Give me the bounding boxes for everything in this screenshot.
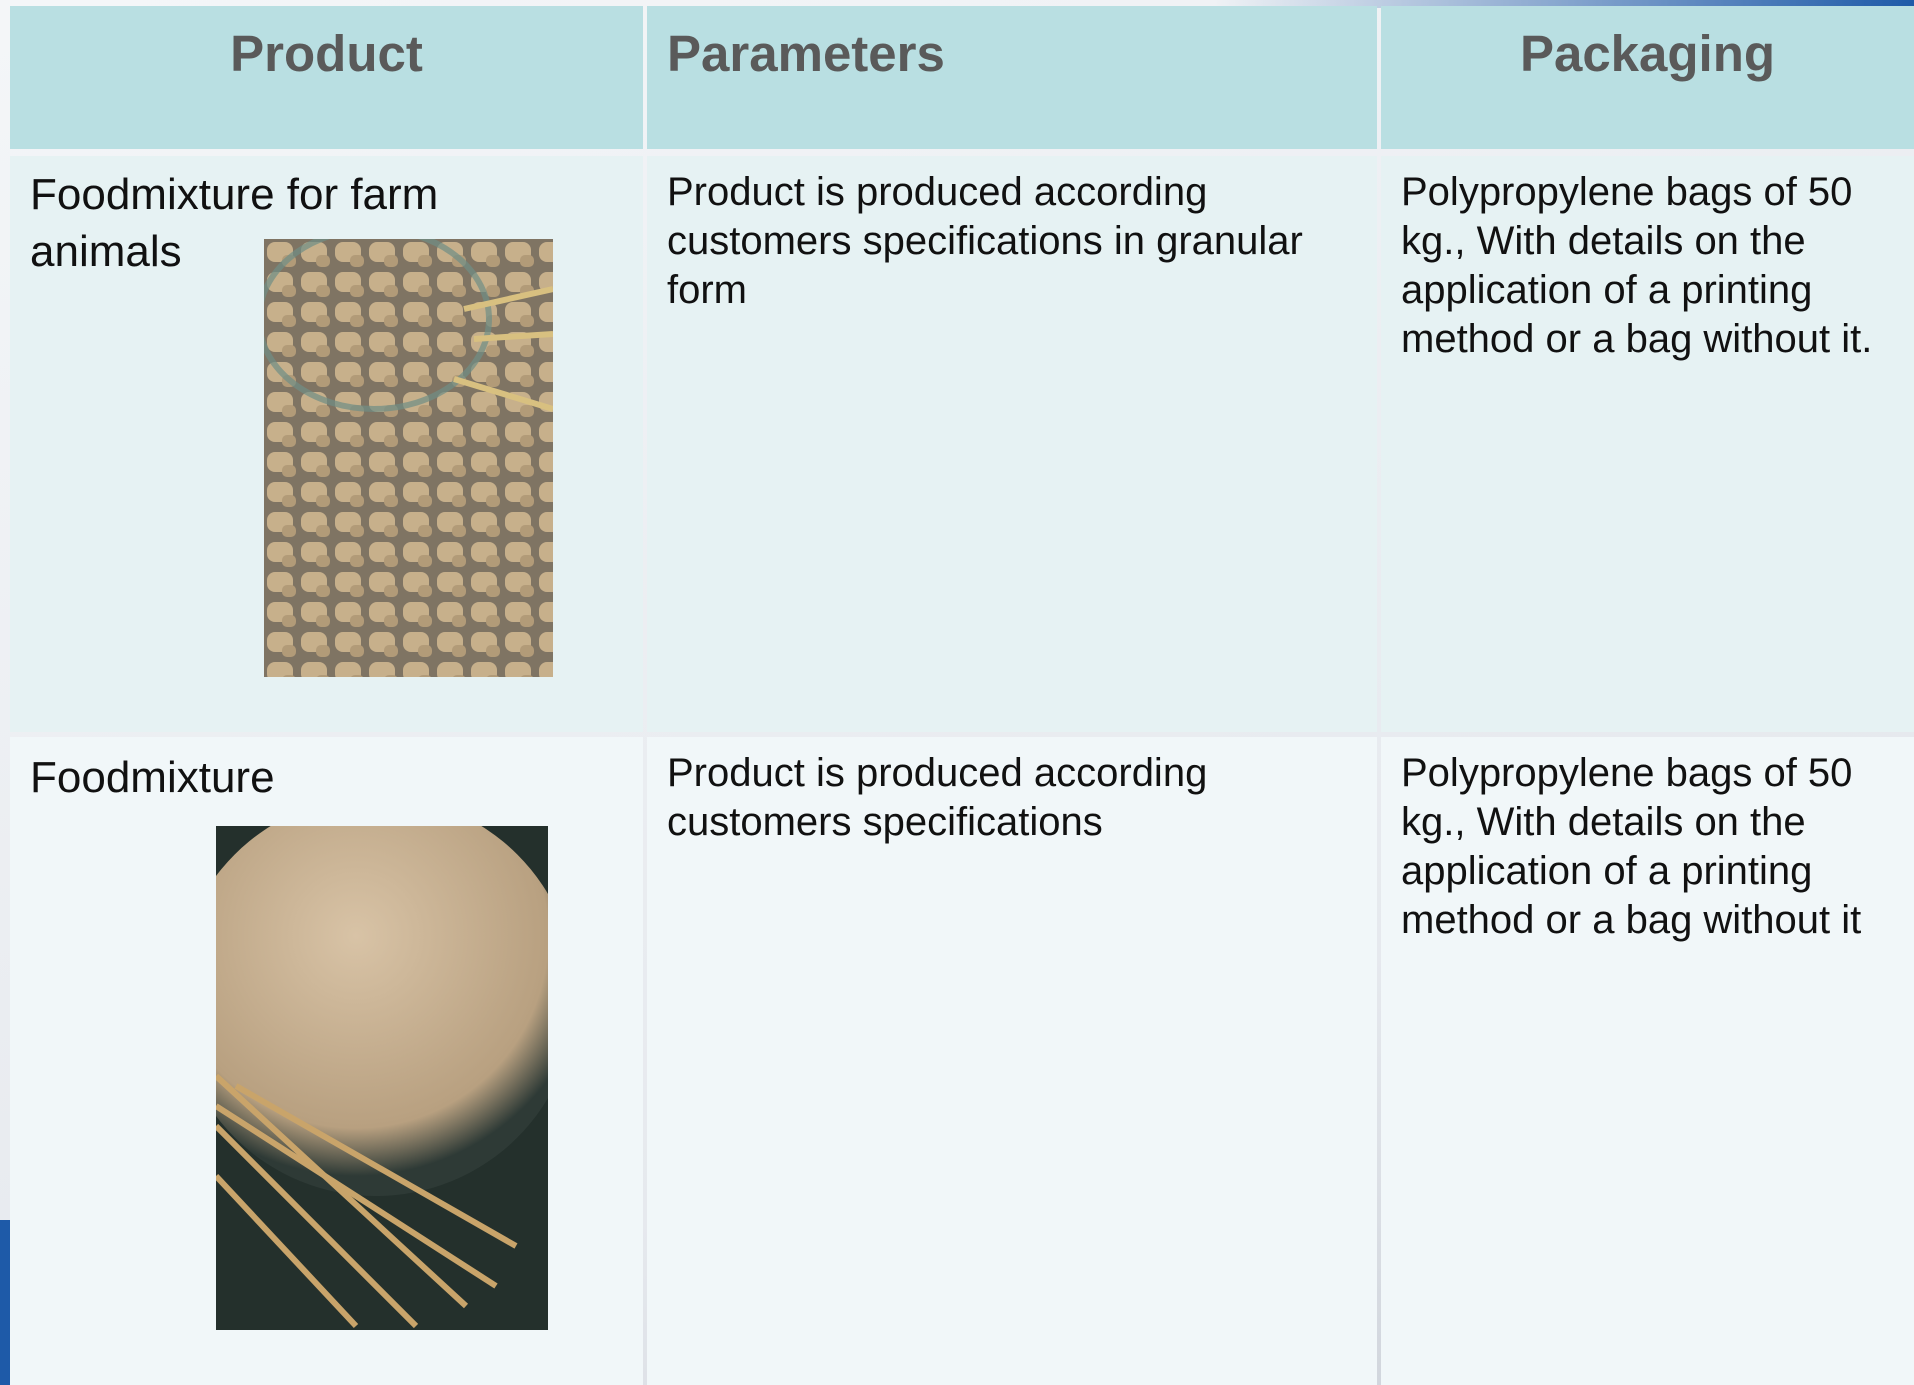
table-cell: Polypropylene bags of 50 kg., With detai…	[1381, 156, 1914, 732]
header-cell: Product	[10, 6, 643, 149]
table-cell: Polypropylene bags of 50 kg., With detai…	[1381, 737, 1914, 1385]
decoration	[1214, 0, 1914, 8]
cell-text: Foodmixture for farm animals	[30, 170, 439, 276]
table-cell: Product is produced according customers …	[647, 737, 1377, 1385]
pellets-image	[264, 239, 553, 677]
header-cell: Parameters	[647, 6, 1377, 149]
header-cell: Packaging	[1381, 6, 1914, 149]
decoration	[0, 1220, 12, 1385]
meal-image	[216, 826, 548, 1330]
table-cell: Product is produced according customers …	[647, 156, 1377, 732]
